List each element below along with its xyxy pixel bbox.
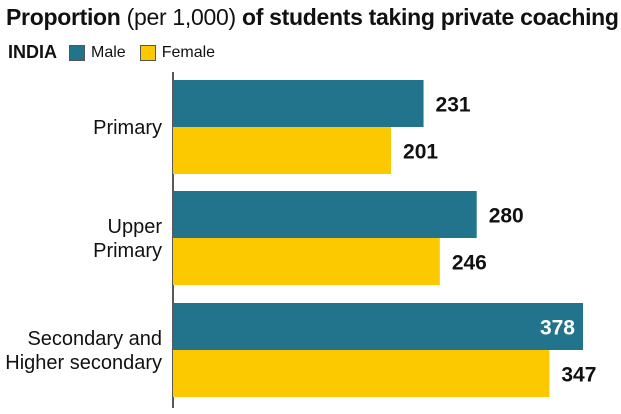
legend-label-male: Male [91,43,126,61]
legend-item-female: Female [139,43,216,62]
bar-male [173,191,477,238]
bar-male [173,303,583,350]
category-label: Higher secondary [5,352,162,374]
data-label: 280 [489,205,524,228]
data-label: 201 [403,141,438,164]
legend-item-male: Male [69,44,126,62]
bar-male [173,80,424,127]
category-label: Upper [108,216,163,238]
bar-female [173,127,392,174]
category-label: Secondary and [27,328,162,350]
bar-female [173,350,550,397]
data-label: 378 [540,317,575,340]
legend-swatch-male [69,44,85,61]
legend-label-female: Female [161,43,216,61]
data-label: 347 [561,364,596,387]
title-part-subject: of students taking private coaching [241,4,619,30]
chart-title: Proportion (per 1,000) of students takin… [6,4,619,31]
title-part-bold: Proportion [6,4,121,30]
legend: INDIA Male Female [8,42,229,63]
category-label: Primary [93,240,162,262]
legend-swatch-female [139,44,156,61]
category-label: Primary [93,117,162,139]
region-label: INDIA [8,42,57,62]
bar-female [173,238,440,285]
data-label: 231 [436,94,471,117]
data-label: 246 [452,252,487,275]
title-part-units: (per 1,000) [126,4,237,30]
